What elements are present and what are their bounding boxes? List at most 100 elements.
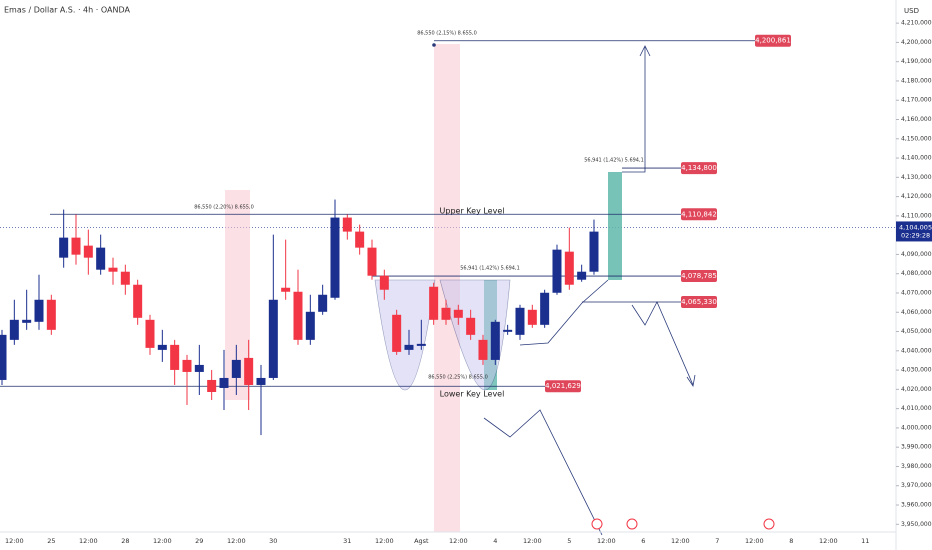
level-label: 4,078,785 [681,272,717,280]
candle-body [305,311,315,340]
candle-body [293,291,303,340]
y-tick-label: 4,030,000 [901,367,932,374]
y-tick-label: 4,120,000 [901,193,932,200]
candle-body [22,319,32,323]
candle-body [355,231,365,248]
currency: USD [904,7,919,15]
y-tick-label: 4,110,000 [901,212,932,219]
event-icon[interactable] [626,518,638,530]
x-tick-label: 12:00 [153,537,172,545]
x-tick-label: 12:00 [375,537,394,545]
y-tick-label: 3,960,000 [901,502,932,509]
candle-body [589,231,599,272]
measure-label: 86,550 (2,15%) 8.655,0 [417,31,477,37]
event-icon[interactable] [591,518,603,530]
candle-body [46,299,56,330]
x-tick-label: 12:00 [449,537,468,545]
level-label: 4,134,800 [681,164,717,172]
candle-body [429,286,439,320]
x-tick-label: 6 [641,537,645,545]
measure-label: 56,941 (1,42%) 5.694,1 [460,266,520,272]
x-tick-label: 4 [493,537,497,545]
x-tick-label: 11 [861,537,869,545]
y-tick-label: 4,180,000 [901,77,932,84]
trend-line [519,279,609,346]
candle-body [9,319,19,340]
candle-body [219,377,229,388]
x-tick-label: 12:00 [227,537,246,545]
x-tick-label: 12:00 [5,537,24,545]
candle-body [59,237,69,258]
candle-body [120,271,130,285]
projection-arrow [631,301,694,386]
candle-body [96,247,106,270]
x-tick-label: 12:00 [671,537,690,545]
candle-body [268,299,278,378]
candle-body [157,344,167,350]
candle-body [564,251,574,285]
candle-body [490,321,500,360]
x-tick-label: 12:00 [523,537,542,545]
level-tag [755,34,791,47]
arrow-head [686,374,696,388]
candle-body [367,247,377,276]
key-level-label: Lower Key Level [440,390,505,399]
candle-body [34,299,44,322]
candle-body [133,284,143,318]
candle-body [379,275,389,290]
candle-body [244,357,254,385]
projection-arrow [483,409,603,536]
x-tick-label: Agst [414,537,429,545]
y-tick-label: 4,210,000 [901,20,932,27]
y-tick-label: 4,050,000 [901,328,932,335]
y-tick-label: 4,070,000 [901,289,932,296]
candle-body [392,314,402,352]
candle-body [552,249,562,293]
candle-body [404,344,414,350]
key-level-label: Upper Key Level [440,207,505,216]
level-tag [681,208,717,221]
candle-body [207,379,217,392]
level-tag [681,162,717,175]
candle-body [231,359,241,378]
x-tick-label: 5 [567,537,571,545]
candle-body [577,271,587,280]
measure-label: 56,941 (1,42%) 5.694,1 [584,158,644,164]
x-tick-label: 7 [715,537,719,545]
level-tag [681,270,717,283]
candle-body [256,377,266,385]
candle-body [416,343,426,346]
candle-body [108,267,118,272]
candle-body [145,319,155,348]
y-tick-label: 4,000,000 [901,424,932,431]
x-tick-label: 12:00 [597,537,616,545]
measure-zone [608,172,622,280]
y-tick-label: 3,970,000 [901,482,932,489]
candle-body [318,294,328,312]
y-tick-label: 4,150,000 [901,135,932,142]
x-tick-label: 28 [121,537,129,545]
x-tick-label: 31 [343,537,351,545]
candle-body [441,307,451,320]
candle-body [182,359,192,372]
cup-pattern [374,279,436,391]
x-tick-label: 30 [269,537,277,545]
y-tick-label: 4,130,000 [901,174,932,181]
y-tick-label: 3,990,000 [901,444,932,451]
y-tick-label: 4,040,000 [901,347,932,354]
y-tick-label: 4,080,000 [901,270,932,277]
candle-body [503,329,513,332]
y-tick-label: 4,170,000 [901,97,932,104]
y-tick-label: 4,090,000 [901,251,932,258]
countdown-label: 02:29:28 [901,231,930,239]
drawings [0,0,897,550]
measure-label: 86,550 (2,25%) 8.655,0 [428,375,488,381]
candle-body [83,245,93,258]
event-icon[interactable] [763,518,775,530]
level-tag [681,295,717,308]
level-tag [545,380,581,393]
last-price-tag [896,221,932,242]
x-tick-label: 25 [47,537,55,545]
